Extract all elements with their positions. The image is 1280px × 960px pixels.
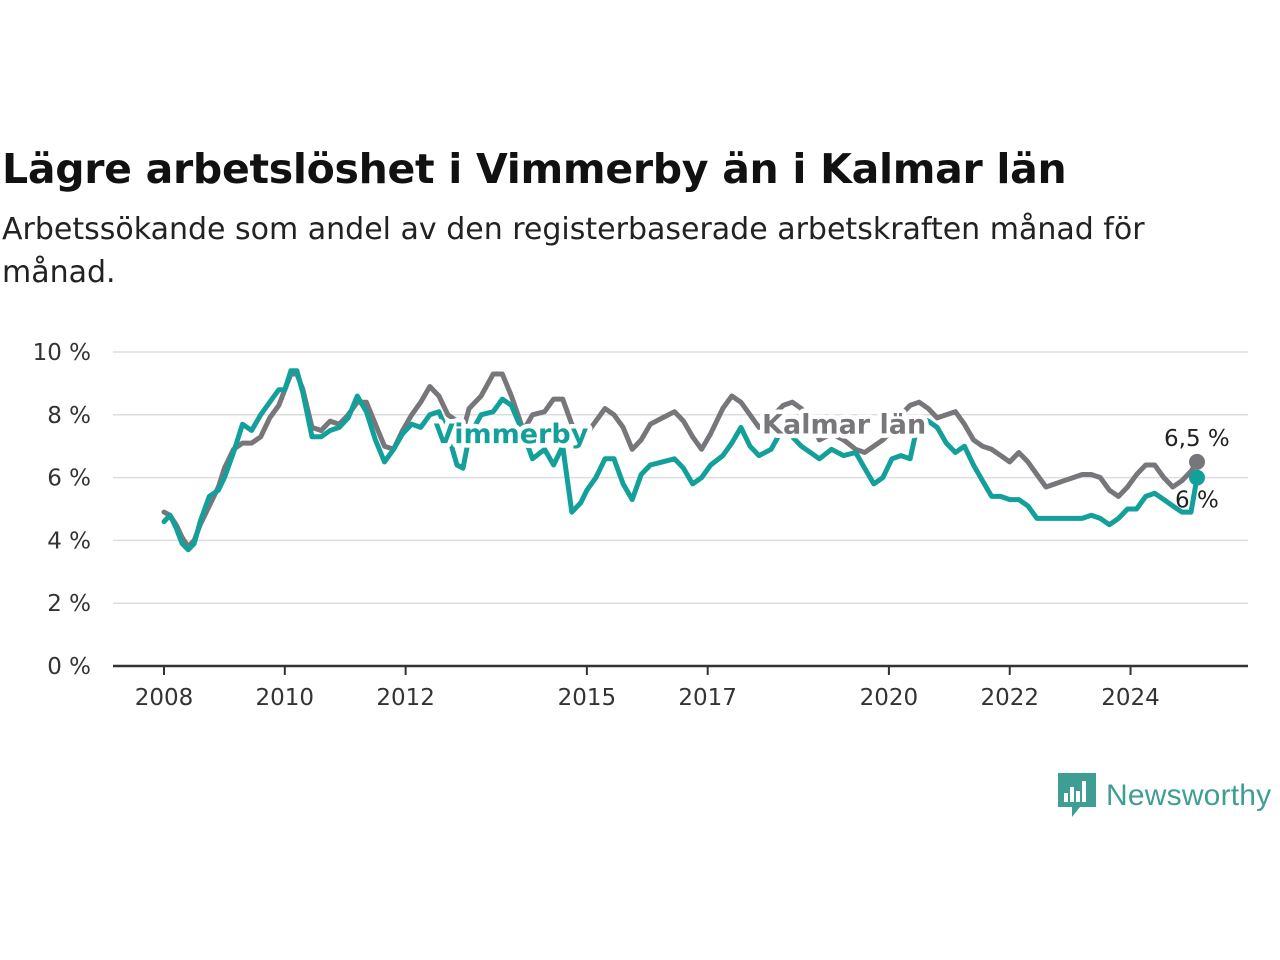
brand-name: Newsworthy <box>1106 779 1272 812</box>
end-value-label: 6,5 % <box>1164 426 1230 452</box>
x-tick-label: 2024 <box>1101 685 1160 711</box>
x-tick-label: 2010 <box>256 685 315 711</box>
x-tick-label: 2022 <box>980 685 1039 711</box>
y-tick-label: 8 % <box>47 403 91 429</box>
newsworthy-logo-icon <box>1058 773 1096 817</box>
x-tick-label: 2008 <box>135 685 194 711</box>
series-line-vimmerby <box>161 368 1200 553</box>
y-tick-label: 10 % <box>33 340 91 366</box>
series-label-kalmar-lan: Kalmar län <box>762 410 926 441</box>
x-axis: 2008 2010 2012 2015 2017 2020 2022 2024 <box>113 664 1248 711</box>
y-tick-label: 6 % <box>47 466 91 492</box>
series-lines <box>161 368 1205 553</box>
y-axis: 0 % 2 % 4 % 6 % 8 % 10 % <box>33 340 91 680</box>
y-tick-label: 4 % <box>47 528 91 554</box>
y-tick-label: 2 % <box>47 591 91 617</box>
series-labels: 6,5 % 6 % Kalmar län Vimmerby <box>429 405 1230 514</box>
x-tick-label: 2017 <box>678 685 737 711</box>
end-value-label: 6 % <box>1175 488 1219 514</box>
end-point-marker <box>1189 469 1205 486</box>
x-tick-label: 2015 <box>558 685 617 711</box>
end-point-marker <box>1189 453 1205 470</box>
chart-title: Lägre arbetslöshet i Vimmerby än i Kalma… <box>2 145 1067 193</box>
y-tick-label: 0 % <box>47 654 91 680</box>
chart-subtitle: Arbetssökande som andel av den registerb… <box>2 212 1145 290</box>
x-tick-label: 2020 <box>860 685 919 711</box>
brand-logo[interactable]: Newsworthy <box>1058 772 1271 820</box>
x-tick-label: 2012 <box>376 685 435 711</box>
series-label-vimmerby: Vimmerby <box>434 419 589 450</box>
